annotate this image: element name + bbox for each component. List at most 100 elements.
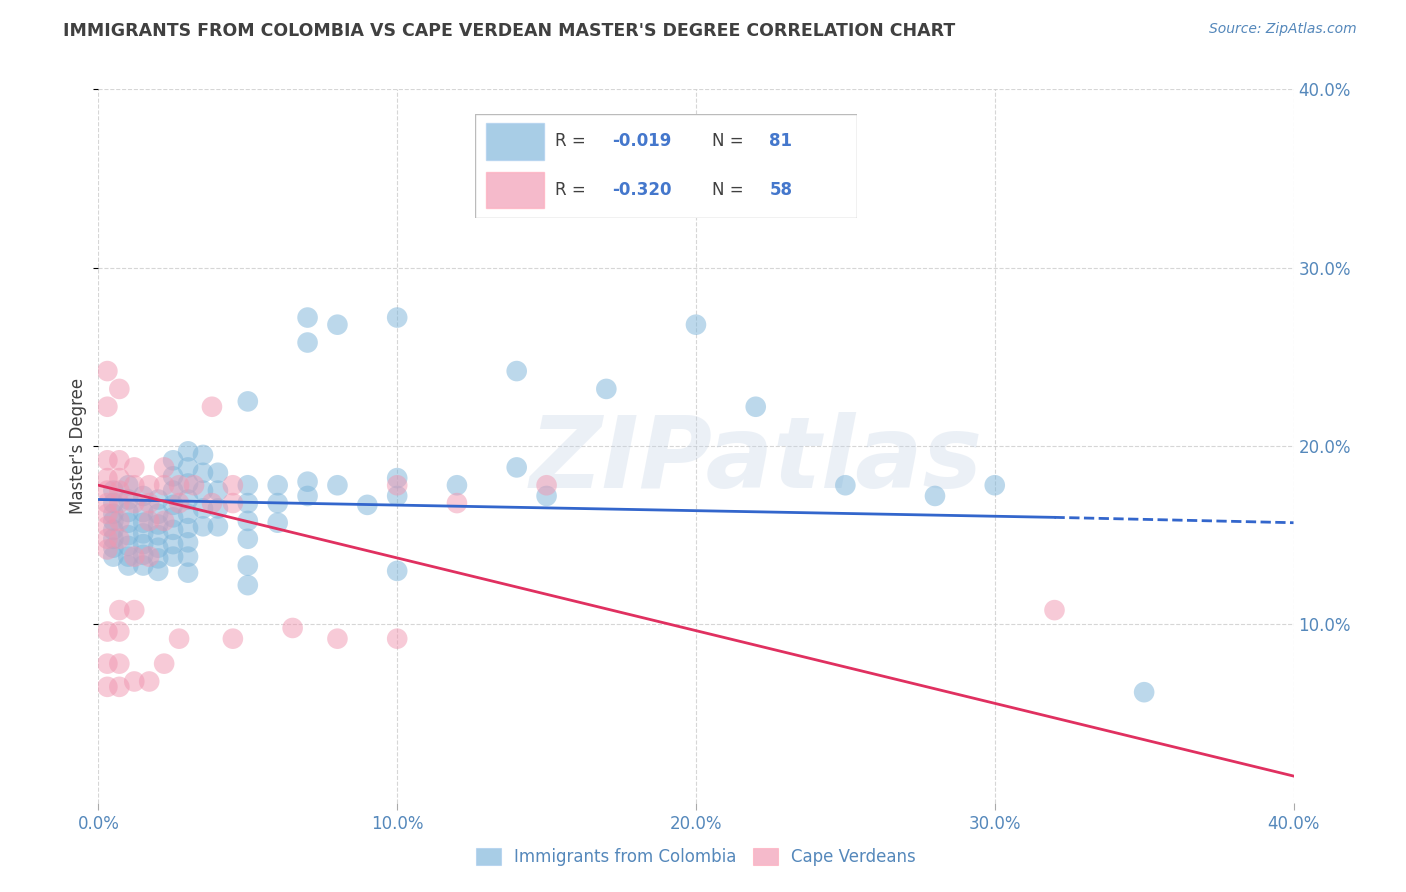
Point [108, 483, 131, 498]
Point [153, 460, 176, 475]
Point [924, 489, 946, 503]
Point [236, 478, 259, 492]
Point [132, 505, 155, 519]
Point [207, 501, 229, 516]
Point [138, 674, 160, 689]
Point [236, 514, 259, 528]
Point [177, 492, 200, 507]
Point [124, 674, 146, 689]
Point [108, 532, 131, 546]
Point [267, 496, 290, 510]
Point [103, 549, 125, 564]
Point [177, 507, 200, 521]
Point [148, 551, 170, 566]
Point [536, 478, 558, 492]
Point [132, 558, 155, 573]
Point [103, 523, 125, 537]
Point [297, 310, 319, 325]
Point [117, 516, 139, 530]
Point [96, 532, 118, 546]
Point [117, 505, 139, 519]
Point [207, 519, 229, 533]
Point [148, 541, 170, 555]
Point [138, 514, 160, 528]
Point [191, 448, 214, 462]
Point [595, 382, 617, 396]
Point [148, 517, 170, 532]
Point [385, 564, 409, 578]
Point [124, 478, 146, 492]
Point [267, 516, 290, 530]
Point [1133, 685, 1156, 699]
Point [177, 535, 200, 549]
Point [446, 496, 468, 510]
Point [385, 310, 409, 325]
Point [96, 400, 118, 414]
Point [236, 532, 259, 546]
Point [222, 632, 245, 646]
Point [117, 539, 139, 553]
Point [191, 466, 214, 480]
Point [506, 460, 529, 475]
Point [96, 507, 118, 521]
Point [124, 549, 146, 564]
Point [326, 318, 349, 332]
Point [326, 632, 349, 646]
Point [745, 400, 768, 414]
Point [297, 335, 319, 350]
Point [177, 566, 200, 580]
Point [385, 489, 409, 503]
Point [96, 496, 118, 510]
Point [162, 453, 184, 467]
Point [201, 400, 224, 414]
Point [124, 603, 146, 617]
Y-axis label: Master's Degree: Master's Degree [69, 378, 87, 514]
Text: ZIPatlas: ZIPatlas [529, 412, 983, 508]
Point [162, 523, 184, 537]
Point [138, 496, 160, 510]
Point [167, 632, 190, 646]
Point [207, 466, 229, 480]
Point [148, 492, 170, 507]
Point [103, 483, 125, 498]
Point [148, 528, 170, 542]
Point [117, 528, 139, 542]
Point [96, 453, 118, 467]
Point [103, 532, 125, 546]
Point [153, 657, 176, 671]
Point [103, 541, 125, 555]
Point [167, 478, 190, 492]
Point [685, 318, 707, 332]
Point [117, 478, 139, 492]
Point [167, 496, 190, 510]
Point [183, 478, 205, 492]
Point [103, 496, 125, 510]
Point [326, 478, 349, 492]
Point [153, 478, 176, 492]
Point [162, 549, 184, 564]
Point [132, 548, 155, 562]
Point [108, 680, 131, 694]
Point [108, 471, 131, 485]
Point [96, 483, 118, 498]
Point [108, 453, 131, 467]
Point [191, 483, 214, 498]
Point [148, 507, 170, 521]
Point [108, 382, 131, 396]
Point [162, 498, 184, 512]
Point [124, 460, 146, 475]
Point [177, 521, 200, 535]
Point [162, 510, 184, 524]
Point [1043, 603, 1066, 617]
Point [385, 632, 409, 646]
Point [132, 537, 155, 551]
Point [446, 478, 468, 492]
Point [236, 496, 259, 510]
Point [222, 496, 245, 510]
Point [148, 564, 170, 578]
Point [236, 558, 259, 573]
Point [153, 514, 176, 528]
Point [96, 624, 118, 639]
Point [138, 478, 160, 492]
Point [236, 394, 259, 409]
